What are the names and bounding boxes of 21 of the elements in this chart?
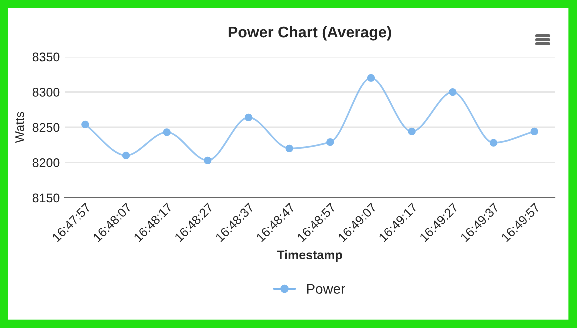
chart-title: Power Chart (Average): [228, 26, 392, 41]
point: [244, 114, 253, 122]
y-tick-label: 8200: [32, 158, 60, 168]
y-tick-label: 8300: [32, 88, 60, 97]
point: [530, 128, 538, 136]
point: [326, 138, 334, 146]
y-tick-label: 8350: [32, 52, 60, 62]
point: [163, 128, 171, 136]
point: [490, 139, 498, 147]
point: [367, 74, 376, 82]
point: [449, 88, 457, 96]
point: [122, 152, 130, 160]
point: [286, 144, 294, 152]
point: [408, 128, 416, 136]
y-tick-label: 8250: [32, 123, 60, 132]
y-tick-label: 8150: [32, 194, 60, 203]
x-axis-title: Timestamp: [277, 250, 342, 262]
legend-label: Power: [307, 284, 346, 294]
y-axis-title: Watts: [16, 112, 24, 144]
point: [204, 156, 212, 164]
point: [82, 120, 90, 128]
